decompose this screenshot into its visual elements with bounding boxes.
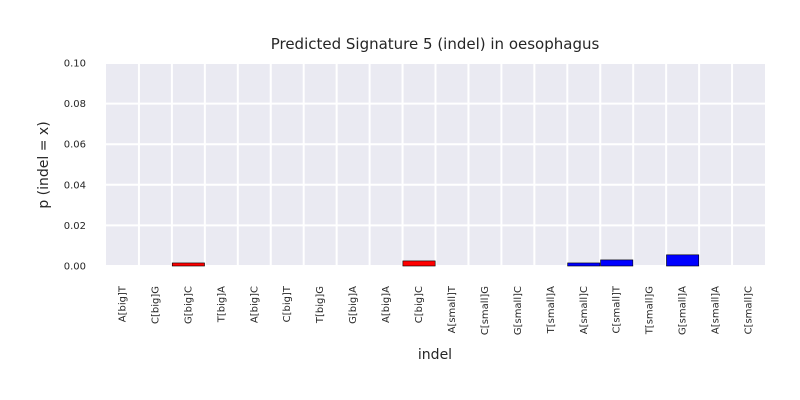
chart-title: Predicted Signature 5 (indel) in oesopha… bbox=[271, 35, 600, 53]
y-tick-label: 0.08 bbox=[64, 99, 86, 110]
x-tick-label: T[big]G bbox=[315, 286, 326, 324]
x-tick-label: G[big]A bbox=[348, 286, 359, 324]
x-tick-label: A[big]T bbox=[117, 285, 128, 322]
x-tick-label: C[small]G bbox=[480, 286, 491, 335]
x-tick-label: G[big]C bbox=[183, 286, 194, 324]
bar-C[small]T bbox=[600, 259, 634, 267]
x-tick-label: T[big]A bbox=[216, 286, 227, 323]
x-tick-label: T[small]G bbox=[645, 286, 656, 335]
y-tick-label: 0.10 bbox=[64, 59, 86, 70]
y-tick-label: 0.02 bbox=[64, 221, 86, 232]
x-tick-label: C[small]C bbox=[744, 286, 755, 334]
bar-G[big]C bbox=[171, 262, 205, 267]
x-tick-label: C[big]C bbox=[414, 286, 425, 323]
bar-A[small]C bbox=[567, 262, 601, 267]
x-tick-label: C[small]T bbox=[612, 285, 623, 333]
y-tick-label: 0.00 bbox=[64, 262, 86, 273]
x-tick-label: G[small]C bbox=[513, 286, 524, 335]
bar-G[small]A bbox=[666, 254, 700, 267]
x-tick-label: C[big]G bbox=[150, 286, 161, 324]
x-tick-label: A[small]A bbox=[711, 286, 722, 334]
x-tick-label: A[small]C bbox=[579, 286, 590, 334]
x-axis-label: indel bbox=[418, 347, 452, 363]
bars bbox=[171, 254, 700, 267]
x-tick-label: C[big]T bbox=[282, 285, 293, 322]
x-tick-label: A[small]T bbox=[447, 285, 458, 333]
x-tick-label: G[small]A bbox=[678, 286, 689, 335]
plot-area bbox=[106, 62, 765, 267]
x-tick-label: A[big]A bbox=[381, 286, 392, 323]
y-axis-label: p (indel = x) bbox=[36, 121, 52, 208]
x-tick-label: A[big]C bbox=[249, 286, 260, 323]
y-tick-label: 0.04 bbox=[64, 180, 86, 191]
bar-C[big]C bbox=[402, 260, 436, 267]
y-tick-label: 0.06 bbox=[64, 140, 86, 151]
x-tick-label: T[small]A bbox=[546, 286, 557, 335]
y-axis-ticks: 0.00 0.02 0.04 0.06 0.08 0.10 bbox=[64, 59, 86, 273]
x-axis-ticks: A[big]T C[big]G G[big]C T[big]A A[big]C C[big… bbox=[117, 285, 754, 335]
